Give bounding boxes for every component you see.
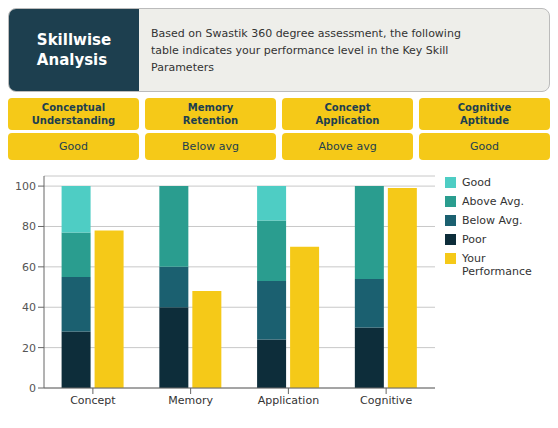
svg-text:Application: Application <box>258 394 319 407</box>
html-text:Below avg: Below avg <box>182 140 239 153</box>
html-text:Memory Retention: Memory Retention <box>182 102 239 126</box>
svg-text:100: 100 <box>15 180 36 193</box>
html-text:Based on Swastik 360 degree as: Based on Swastik 360 degree assessment, … <box>151 26 461 74</box>
html-text:Poor: Poor <box>462 233 487 246</box>
svg-text:80: 80 <box>22 220 36 233</box>
svg-text:20: 20 <box>22 342 36 355</box>
html-text:Above avg: Above avg <box>318 140 377 153</box>
svg-text:60: 60 <box>22 261 36 274</box>
svg-text:40: 40 <box>22 301 36 314</box>
svg-text:0: 0 <box>29 382 36 395</box>
html-text:Concept Application: Concept Application <box>315 102 380 126</box>
html-text:Your Performance: Your Performance <box>462 252 532 278</box>
svg-text:Cognitive: Cognitive <box>360 394 412 407</box>
html-text:Good: Good <box>59 140 88 153</box>
html-text:Conceptual Understanding: Conceptual Understanding <box>31 102 116 126</box>
html-text:Cognitive Aptitude: Cognitive Aptitude <box>457 102 512 126</box>
html-text:Good: Good <box>462 176 491 189</box>
html-text:Below Avg.: Below Avg. <box>462 214 523 227</box>
html-text:Good: Good <box>470 140 499 153</box>
html-text:Above Avg.: Above Avg. <box>462 195 524 208</box>
svg-text:Memory: Memory <box>168 394 213 407</box>
svg-text:Concept: Concept <box>70 394 116 407</box>
html-text:Skillwise Analysis: Skillwise Analysis <box>36 31 112 69</box>
